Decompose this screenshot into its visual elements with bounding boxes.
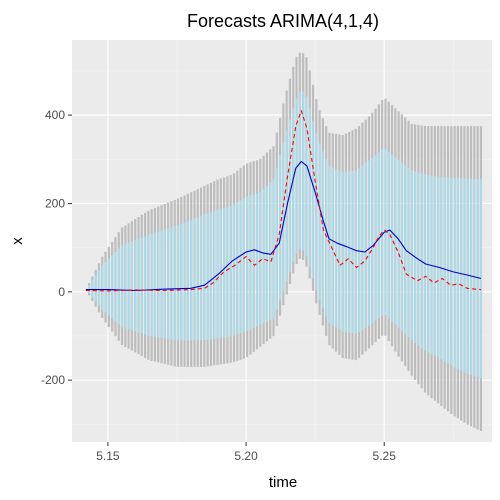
x-tick-label: 5.25 bbox=[373, 449, 397, 463]
axis-ticks: 5.15 5.20 5.25 -200 0 200 400 bbox=[41, 108, 396, 463]
series-lines bbox=[85, 110, 482, 292]
x-tick-label: 5.15 bbox=[96, 449, 120, 463]
prediction-bands bbox=[88, 52, 483, 431]
y-tick-label: 400 bbox=[45, 108, 65, 122]
chart-title: Forecasts ARIMA(4,1,4) bbox=[187, 11, 379, 31]
y-tick-label: 0 bbox=[58, 285, 65, 299]
y-axis-title: x bbox=[9, 237, 26, 245]
y-tick-label: -200 bbox=[41, 373, 65, 387]
actual-series-line bbox=[85, 110, 481, 292]
x-axis-title: time bbox=[269, 474, 297, 491]
y-tick-label: 200 bbox=[45, 196, 65, 210]
x-tick-label: 5.20 bbox=[234, 449, 258, 463]
